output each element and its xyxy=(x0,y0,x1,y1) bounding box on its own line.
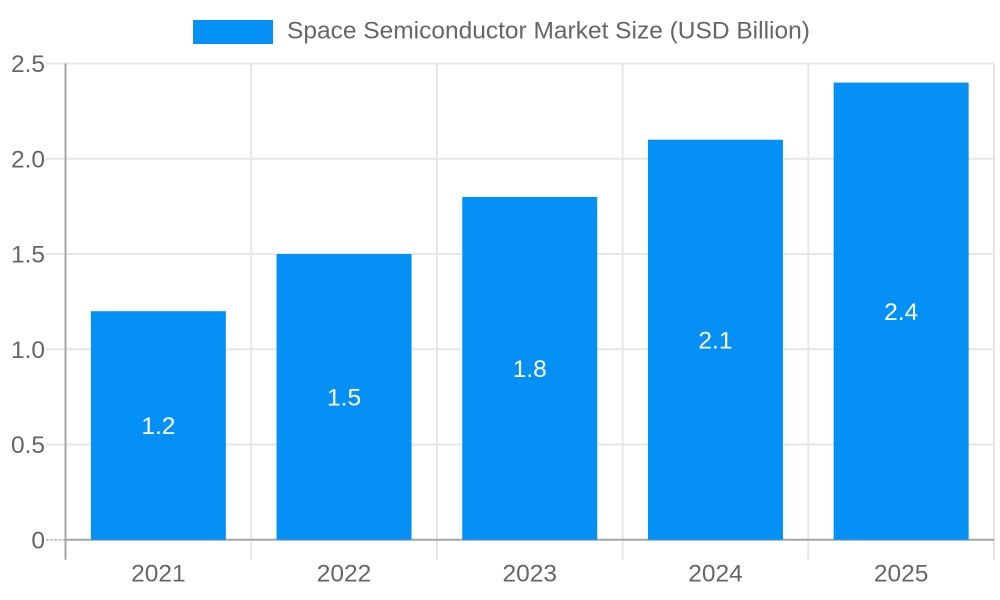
svg-text:1.2: 1.2 xyxy=(141,413,175,440)
svg-text:2021: 2021 xyxy=(131,561,186,588)
svg-text:2.1: 2.1 xyxy=(698,327,732,354)
svg-text:2.5: 2.5 xyxy=(11,51,45,78)
svg-text:1.5: 1.5 xyxy=(327,385,361,412)
svg-text:2024: 2024 xyxy=(688,561,743,588)
svg-text:Space Semiconductor Market Siz: Space Semiconductor Market Size (USD Bil… xyxy=(287,18,810,45)
svg-text:1.0: 1.0 xyxy=(11,337,45,364)
svg-text:2025: 2025 xyxy=(874,561,929,588)
svg-text:2023: 2023 xyxy=(502,561,557,588)
svg-text:0: 0 xyxy=(31,527,45,554)
svg-text:1.5: 1.5 xyxy=(11,242,45,269)
svg-text:2.4: 2.4 xyxy=(884,299,918,326)
svg-text:2.0: 2.0 xyxy=(11,146,45,173)
svg-text:1.8: 1.8 xyxy=(513,356,547,383)
svg-text:0.5: 0.5 xyxy=(11,432,45,459)
svg-text:2022: 2022 xyxy=(317,561,372,588)
